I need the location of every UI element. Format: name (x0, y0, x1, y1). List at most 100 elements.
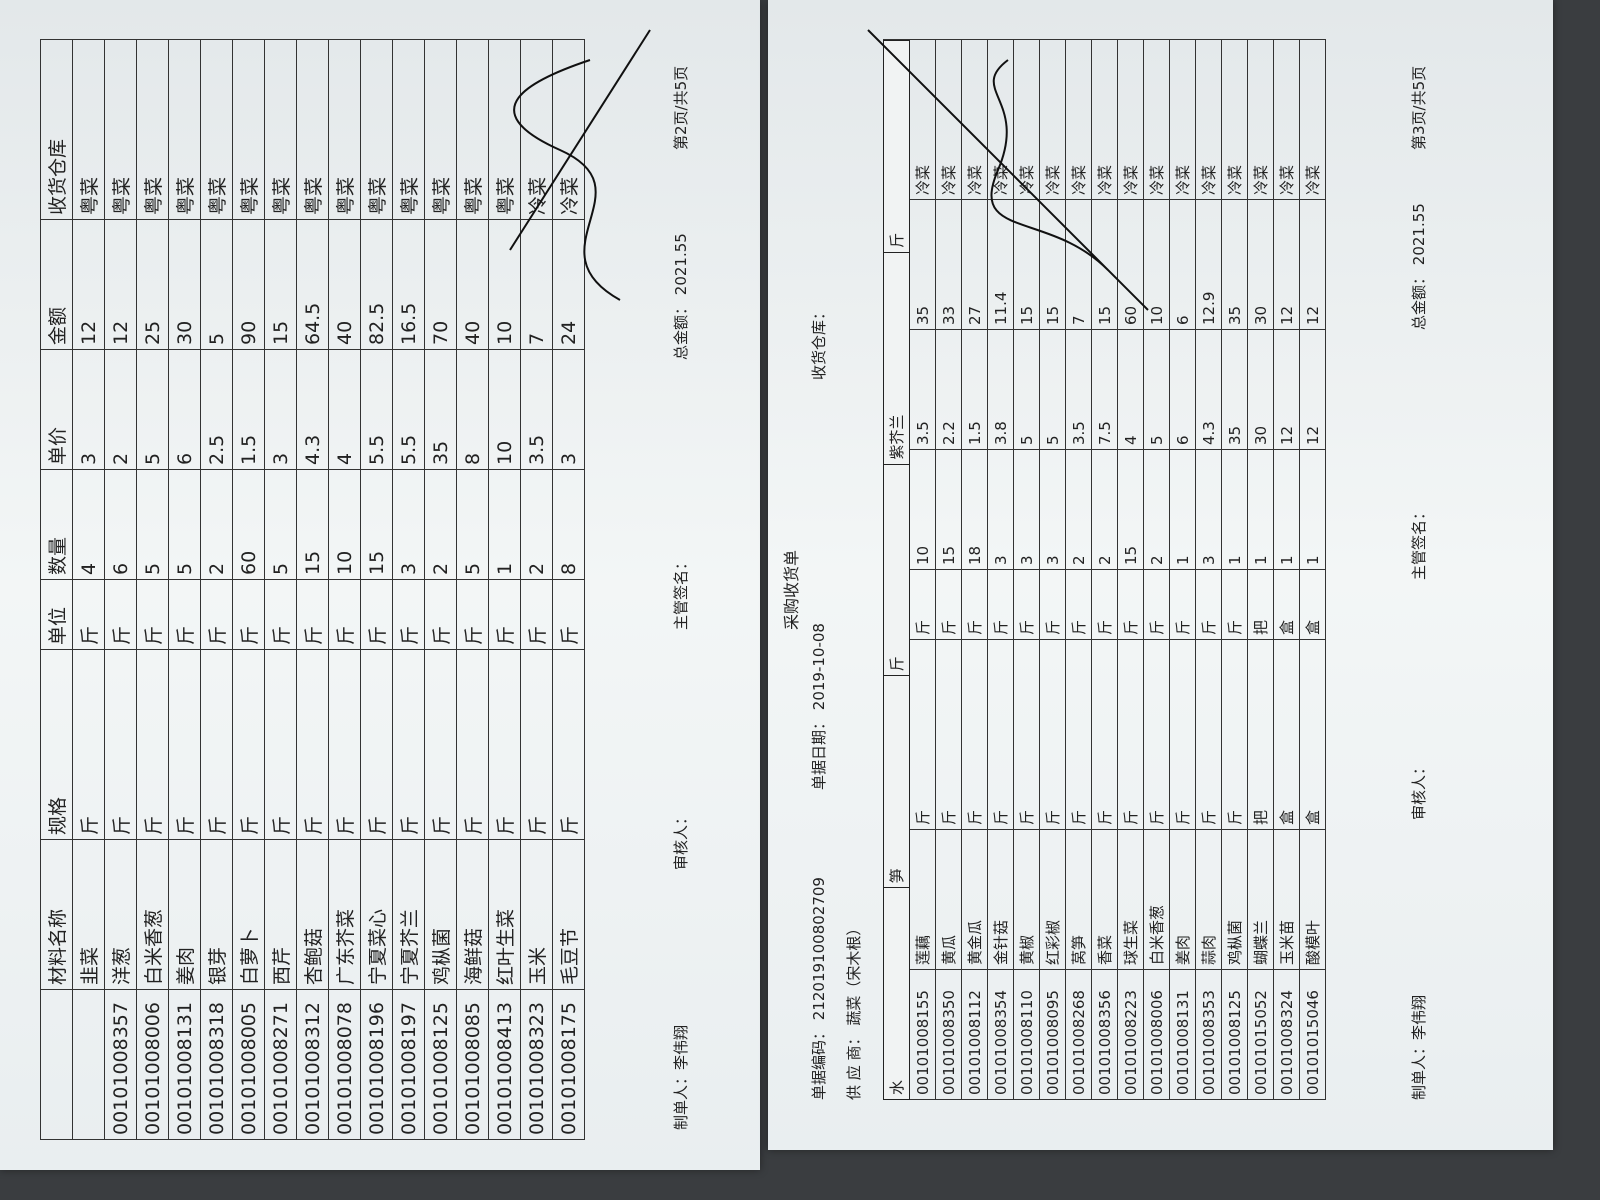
cell: 27 (961, 199, 988, 330)
cell: 斤 (987, 569, 1014, 640)
cell: 斤 (1169, 639, 1196, 830)
cell: 1.5 (232, 349, 265, 470)
cell: 盒 (1299, 569, 1326, 640)
cell: 斤 (552, 579, 585, 650)
value: 2021.55 (1410, 203, 1428, 266)
header-cell: 单价 (40, 349, 73, 470)
cell: 冷菜 (1013, 39, 1040, 200)
cell: 2 (1143, 449, 1170, 570)
cell: 粤菜 (200, 39, 233, 220)
cell: 斤 (456, 579, 489, 650)
cell: 12 (72, 219, 105, 350)
cell: 斤 (104, 579, 137, 650)
cell: 5.5 (360, 349, 393, 470)
cell: 斤 (935, 569, 962, 640)
row: 00101008356 香菜斤斤 2 7.5 15 冷菜 (1091, 39, 1118, 1100)
cell: 5 (136, 469, 169, 580)
cell: 7 (1065, 199, 1092, 330)
cell: 粤菜 (232, 39, 265, 220)
value: 李伟翔 (1410, 994, 1428, 1040)
cell: 12 (1299, 199, 1326, 330)
value: 李伟翔 (672, 1024, 690, 1070)
cell: 斤 (136, 579, 169, 650)
cell: 30 (1247, 199, 1274, 330)
row: 00101008197 宁夏芥兰斤斤 3 5.5 16.5 粤菜 (392, 39, 425, 1140)
cell: 粤菜 (264, 39, 297, 220)
cell: 斤 (909, 639, 936, 830)
cell: 斤 (136, 649, 169, 840)
row: 00101008350 黄瓜斤斤 15 2.2 33 冷菜 (935, 39, 962, 1100)
cell: 海鲜菇 (456, 839, 489, 990)
cell: 盒 (1299, 639, 1326, 830)
cell: 毛豆节 (552, 839, 585, 990)
cell: 90 (232, 219, 265, 350)
cell: 2 (1065, 449, 1092, 570)
cell: 6 (1169, 329, 1196, 450)
cell: 粤菜 (328, 39, 361, 220)
cell: 00101008006 (1143, 969, 1170, 1100)
cell: 冷菜 (1143, 39, 1170, 200)
cell: 00101008223 (1117, 969, 1144, 1100)
cell: 白米香葱 (1143, 829, 1170, 970)
cell: 00101008324 (1273, 969, 1300, 1100)
cell: 12 (1273, 199, 1300, 330)
cell: 5 (136, 349, 169, 470)
cell: 斤 (72, 579, 105, 650)
cell: 24 (552, 219, 585, 350)
cell: 粤菜 (72, 39, 105, 220)
cell: 银芽 (200, 839, 233, 990)
row: 00101008353 蒜肉斤斤 3 4.3 12.9 冷菜 (1195, 39, 1222, 1100)
cell: 斤 (424, 579, 457, 650)
header-cell: 单位 (40, 579, 73, 650)
cell: 00101008005 (232, 989, 265, 1140)
cell: 00101008318 (200, 989, 233, 1140)
cell: 25 (136, 219, 169, 350)
row: 00101008006 白米香葱斤斤 5 5 25 粤菜 (136, 39, 169, 1140)
cell: 广东芥菜 (328, 839, 361, 990)
cell: 1 (1273, 449, 1300, 570)
cell: 3 (1039, 449, 1066, 570)
cell: 斤 (264, 579, 297, 650)
receipt-page: 材料名称 规格 单位 数量 单价 金额 收货仓库 韭菜斤斤 4 3 12 粤菜 00101008357 洋… (0, 0, 760, 1170)
cell: 斤 (488, 649, 521, 840)
cell: 斤 (328, 649, 361, 840)
cell: 12 (1273, 329, 1300, 450)
cell: 4 (328, 349, 361, 470)
strip-cell: 斤 (883, 464, 910, 676)
cell: 红叶生菜 (488, 839, 521, 990)
cell: 15 (1039, 199, 1066, 330)
value: 2021.55 (672, 233, 690, 296)
row: 00101008110 黄椒斤斤 3 5 15 冷菜 (1013, 39, 1040, 1100)
cell: 33 (935, 199, 962, 330)
cell: 冷菜 (520, 39, 553, 220)
cell: 斤 (360, 649, 393, 840)
cell: 宁夏芥兰 (392, 839, 425, 990)
cell: 00101008350 (935, 969, 962, 1100)
cell: 00101008268 (1065, 969, 1092, 1100)
cell: 洋葱 (104, 839, 137, 990)
cell: 斤 (1091, 639, 1118, 830)
cell: 1 (488, 469, 521, 580)
cell: 斤 (552, 649, 585, 840)
cell: 00101015046 (1299, 969, 1326, 1100)
cell: 冷菜 (1195, 39, 1222, 200)
cell: 10 (1143, 199, 1170, 330)
cell: 粤菜 (424, 39, 457, 220)
row: 00101008357 洋葱斤斤 6 2 12 粤菜 (104, 39, 137, 1140)
cell: 斤 (1091, 569, 1118, 640)
cell: 冷菜 (1117, 39, 1144, 200)
cell: 粤菜 (104, 39, 137, 220)
row: 00101015052 蝴蝶兰把把 1 30 30 冷菜 (1247, 39, 1274, 1100)
cell: 2 (520, 469, 553, 580)
row: 00101008005 白萝卜斤斤 60 1.5 90 粤菜 (232, 39, 265, 1140)
header-row: 材料名称 规格 单位 数量 单价 金额 收货仓库 (40, 39, 73, 1140)
row: 00101008324 玉米苗盒盒 1 12 12 冷菜 (1273, 39, 1300, 1100)
cell: 35 (909, 199, 936, 330)
cell: 00101008006 (136, 989, 169, 1140)
cell: 15 (264, 219, 297, 350)
cell: 斤 (1143, 639, 1170, 830)
header-cell (40, 989, 73, 1140)
cell: 5 (1039, 329, 1066, 450)
cell: 12 (1299, 329, 1326, 450)
